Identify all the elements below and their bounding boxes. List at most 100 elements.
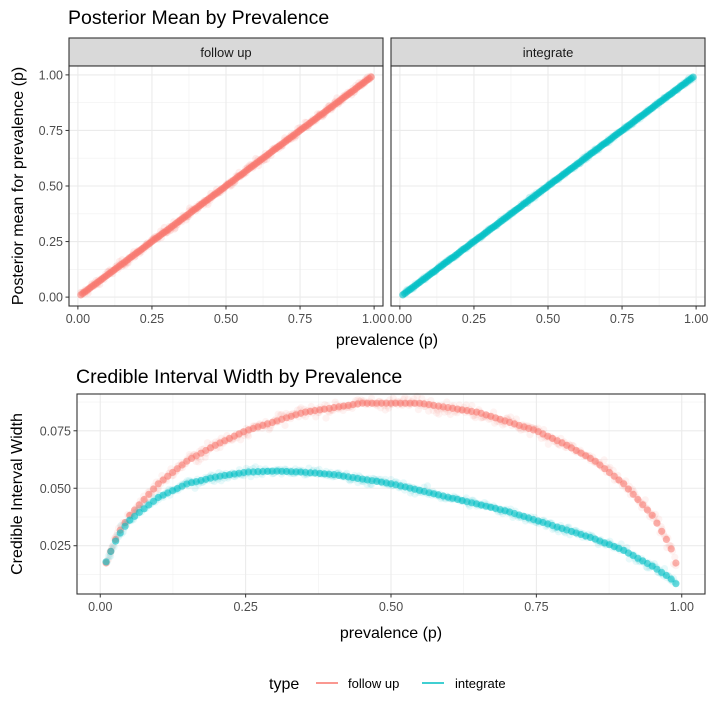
x-axis-label-credible-interval: prevalence (p) [340, 625, 442, 642]
x-tick-label: 0.50 [379, 600, 403, 614]
legend-title: type [269, 676, 299, 693]
facet-strip-label: follow up [200, 45, 251, 60]
data-point [643, 506, 652, 514]
data-point [203, 439, 212, 447]
data-point [126, 516, 134, 524]
data-point [281, 421, 289, 430]
data-point [191, 484, 199, 492]
x-tick-label: 0.75 [610, 312, 634, 326]
x-tick-label: 0.75 [288, 312, 312, 326]
data-point [615, 476, 623, 484]
x-tick-label: 0.50 [214, 312, 238, 326]
y-tick-label: 0.25 [39, 235, 63, 249]
data-point [689, 73, 697, 81]
data-point [322, 414, 330, 422]
series-points-integrate [102, 463, 680, 588]
facet-panel-integrate: 0.00 0.25 0.50 0.75 1.00 [388, 65, 708, 326]
data-point [401, 393, 409, 402]
data-point [367, 73, 375, 81]
x-tick-label: 0.50 [536, 312, 560, 326]
series-points-follow-up [77, 72, 375, 299]
data-point [507, 413, 515, 421]
data-point [194, 458, 202, 466]
x-tick-label: 1.00 [684, 312, 708, 326]
plot-panel-credible-interval: 0.00 0.25 0.50 0.75 1.00 0.025 0.050 0.075 [40, 392, 706, 614]
data-point [265, 426, 273, 434]
chart-title-credible-interval: Credible Interval Width by Prevalence [76, 366, 402, 388]
data-point [435, 410, 443, 418]
data-point [667, 575, 675, 583]
series-points-follow-up [102, 392, 680, 570]
data-point [121, 522, 129, 530]
data-point [140, 495, 148, 504]
chart-title-posterior-mean: Posterior Mean by Prevalence [68, 7, 329, 29]
facet-strip-background [68, 37, 384, 67]
legend-item-integrate: integrate [422, 676, 506, 691]
data-point [414, 406, 422, 414]
series-points-integrate [399, 73, 697, 299]
data-point [107, 547, 115, 556]
data-point [639, 501, 647, 509]
facet-panel-follow-up: 0.00 0.25 0.50 0.75 1.00 0.00 0.25 0.50 0.75 1.00 [39, 65, 386, 326]
x-tick-label: 0.00 [66, 312, 90, 326]
data-point [491, 419, 499, 427]
y-tick-label: 0.75 [39, 124, 63, 138]
data-point [671, 553, 679, 561]
y-axis-label-credible-interval: Credible Interval Width [9, 413, 26, 575]
legend-item-follow-up: follow up [316, 676, 399, 691]
facet-strip-follow-up: follow up [68, 37, 384, 67]
data-point [297, 404, 305, 412]
data-point [433, 409, 441, 417]
data-point [244, 432, 253, 440]
x-axis-label-posterior-mean: prevalence (p) [336, 332, 438, 349]
data-point [116, 529, 124, 537]
x-tick-label: 0.00 [88, 600, 112, 614]
data-point [237, 436, 245, 444]
x-tick-label: 0.25 [140, 312, 164, 326]
legend: type follow up integrate [269, 676, 506, 693]
data-point [425, 407, 433, 415]
data-point [112, 537, 120, 545]
data-point [423, 482, 432, 490]
legend-label: integrate [455, 676, 506, 691]
data-point [634, 495, 642, 504]
y-tick-label: 0.075 [40, 424, 71, 438]
x-tick-label: 1.00 [362, 312, 386, 326]
data-point [145, 490, 153, 498]
y-tick-label: 0.050 [40, 482, 71, 496]
data-point [274, 410, 282, 418]
data-point [629, 490, 637, 498]
x-tick-label: 0.00 [388, 312, 412, 326]
y-axis-label-posterior-mean: Posterior mean for prevalence (p) [10, 67, 27, 305]
data-point [429, 407, 437, 415]
data-point [544, 440, 552, 448]
y-tick-label: 0.00 [39, 291, 63, 305]
data-point [662, 535, 671, 544]
data-point [150, 485, 158, 493]
data-point [672, 559, 680, 567]
y-tick-label: 0.025 [40, 539, 71, 553]
data-point [154, 480, 162, 488]
x-tick-label: 0.25 [462, 312, 486, 326]
data-point [658, 527, 666, 535]
facet-strip-integrate: integrate [390, 37, 706, 67]
data-point [135, 501, 143, 509]
data-point [653, 519, 661, 527]
data-point [468, 402, 476, 410]
x-tick-label: 0.25 [233, 600, 257, 614]
data-point [446, 410, 454, 419]
data-point [312, 413, 320, 421]
data-point [620, 480, 628, 488]
data-point [667, 545, 675, 553]
data-point [624, 485, 633, 493]
x-tick-label: 1.00 [670, 600, 694, 614]
legend-label: follow up [348, 676, 399, 691]
data-point [462, 401, 470, 409]
y-tick-label: 1.00 [39, 68, 63, 82]
data-point [471, 414, 479, 422]
data-point [102, 558, 110, 566]
data-point [600, 456, 608, 464]
y-tick-label: 0.50 [39, 180, 63, 194]
x-tick-label: 0.75 [524, 600, 548, 614]
